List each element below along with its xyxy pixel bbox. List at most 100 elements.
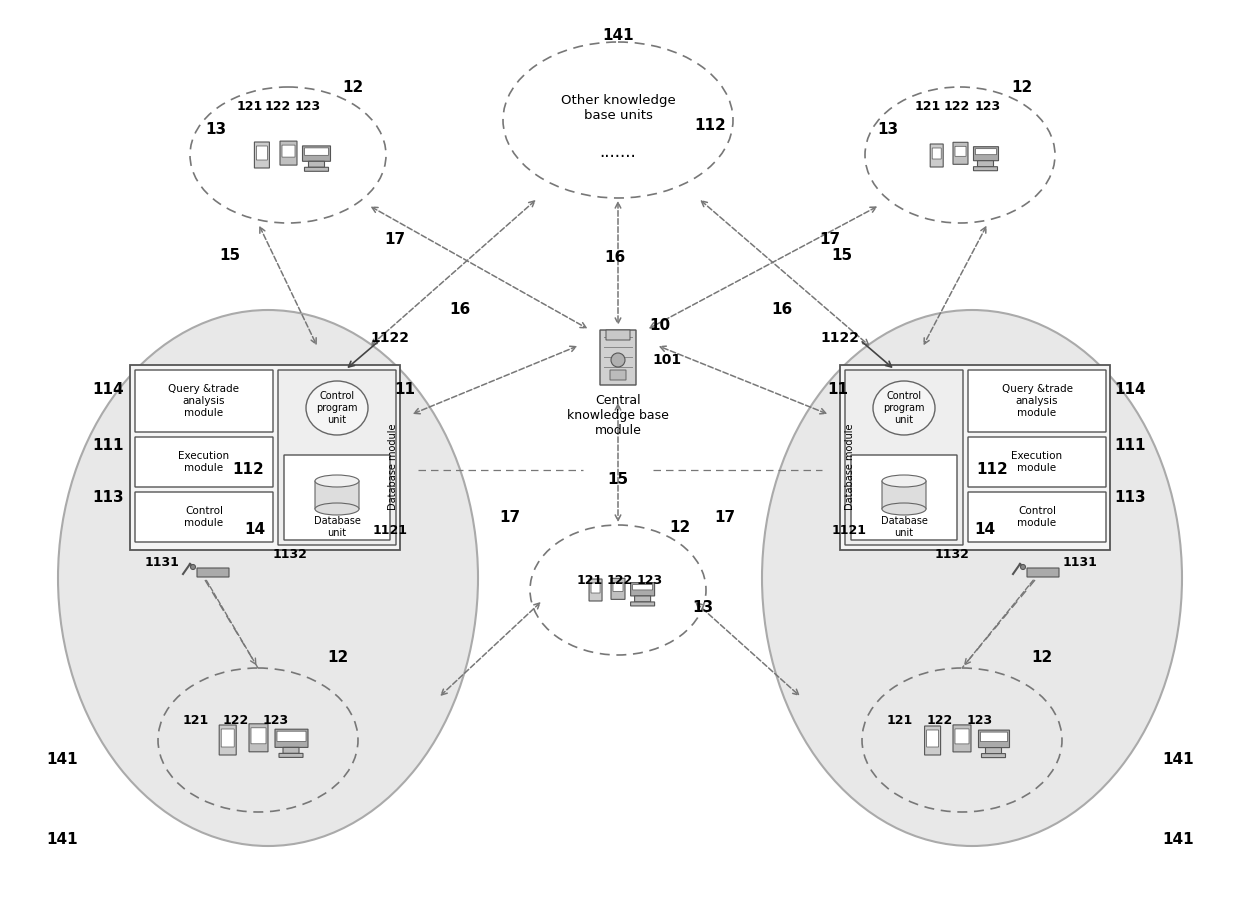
- Text: 141: 141: [46, 752, 78, 768]
- FancyBboxPatch shape: [973, 167, 997, 171]
- Text: 141: 141: [603, 27, 634, 42]
- Text: 122: 122: [944, 101, 970, 113]
- Text: 16: 16: [771, 303, 792, 318]
- Text: 1132: 1132: [935, 548, 970, 562]
- Text: 13: 13: [878, 123, 899, 137]
- Text: 1131: 1131: [1063, 555, 1097, 568]
- Text: .......: .......: [600, 143, 636, 161]
- Ellipse shape: [306, 381, 368, 435]
- Text: 113: 113: [1115, 490, 1146, 505]
- Text: Database
unit: Database unit: [314, 516, 361, 538]
- FancyBboxPatch shape: [284, 455, 391, 540]
- FancyBboxPatch shape: [135, 370, 273, 432]
- Text: Execution
module: Execution module: [179, 451, 229, 473]
- FancyBboxPatch shape: [926, 730, 939, 747]
- FancyBboxPatch shape: [130, 365, 401, 550]
- Text: 10: 10: [650, 318, 671, 332]
- Text: 121: 121: [577, 574, 603, 587]
- FancyBboxPatch shape: [197, 568, 229, 577]
- Text: 121: 121: [237, 101, 263, 113]
- FancyBboxPatch shape: [955, 146, 966, 156]
- FancyBboxPatch shape: [305, 148, 329, 156]
- Text: 114: 114: [1115, 382, 1146, 397]
- FancyBboxPatch shape: [978, 730, 1009, 748]
- Text: Execution
module: Execution module: [1012, 451, 1063, 473]
- FancyBboxPatch shape: [882, 481, 926, 509]
- FancyBboxPatch shape: [277, 731, 306, 741]
- Text: 112: 112: [976, 462, 1008, 478]
- Text: 121: 121: [915, 101, 941, 113]
- FancyBboxPatch shape: [954, 725, 971, 752]
- FancyBboxPatch shape: [968, 492, 1106, 542]
- FancyBboxPatch shape: [932, 148, 941, 159]
- FancyBboxPatch shape: [280, 141, 298, 165]
- Text: 16: 16: [449, 303, 471, 318]
- FancyBboxPatch shape: [977, 161, 993, 167]
- Text: 11: 11: [394, 382, 415, 397]
- Text: Database module: Database module: [388, 424, 398, 511]
- Text: 123: 123: [263, 714, 289, 727]
- FancyBboxPatch shape: [986, 748, 1002, 754]
- Text: 1121: 1121: [372, 523, 408, 536]
- Text: 111: 111: [1115, 437, 1146, 453]
- FancyBboxPatch shape: [257, 146, 268, 160]
- Text: 112: 112: [232, 462, 264, 478]
- Text: 13: 13: [206, 123, 227, 137]
- FancyBboxPatch shape: [844, 370, 963, 545]
- FancyBboxPatch shape: [631, 583, 655, 596]
- Ellipse shape: [763, 310, 1182, 846]
- FancyBboxPatch shape: [283, 748, 299, 753]
- FancyBboxPatch shape: [981, 732, 1007, 741]
- FancyBboxPatch shape: [249, 724, 268, 752]
- Text: Central
knowledge base
module: Central knowledge base module: [567, 393, 668, 436]
- Ellipse shape: [315, 475, 360, 487]
- FancyBboxPatch shape: [309, 161, 325, 167]
- Text: 1131: 1131: [145, 555, 180, 568]
- Ellipse shape: [191, 565, 196, 569]
- FancyBboxPatch shape: [982, 754, 1006, 758]
- FancyBboxPatch shape: [611, 578, 625, 599]
- Ellipse shape: [873, 381, 935, 435]
- Ellipse shape: [882, 475, 926, 487]
- Text: Other knowledge
base units: Other knowledge base units: [560, 94, 676, 122]
- Text: Control
program
unit: Control program unit: [883, 392, 925, 425]
- Text: 15: 15: [219, 247, 241, 263]
- Text: 12: 12: [1012, 80, 1033, 94]
- FancyBboxPatch shape: [315, 481, 360, 509]
- Text: 1132: 1132: [273, 548, 308, 562]
- FancyBboxPatch shape: [955, 729, 968, 744]
- FancyBboxPatch shape: [839, 365, 1110, 550]
- Text: 17: 17: [820, 232, 841, 247]
- FancyBboxPatch shape: [589, 579, 603, 601]
- Text: 123: 123: [637, 574, 663, 587]
- FancyBboxPatch shape: [135, 437, 273, 487]
- Text: 123: 123: [295, 101, 321, 113]
- FancyBboxPatch shape: [930, 144, 944, 167]
- Text: 101: 101: [652, 353, 682, 367]
- FancyBboxPatch shape: [278, 370, 396, 545]
- Text: 122: 122: [606, 574, 634, 587]
- FancyBboxPatch shape: [631, 602, 655, 606]
- Text: Database
unit: Database unit: [880, 516, 928, 538]
- FancyBboxPatch shape: [254, 142, 269, 168]
- FancyBboxPatch shape: [303, 145, 331, 161]
- Text: Control
module: Control module: [185, 506, 223, 528]
- Ellipse shape: [58, 310, 477, 846]
- Text: 12: 12: [327, 651, 348, 665]
- FancyBboxPatch shape: [305, 167, 329, 171]
- Text: 14: 14: [244, 522, 265, 537]
- Ellipse shape: [611, 353, 625, 367]
- FancyBboxPatch shape: [976, 149, 997, 155]
- Text: 122: 122: [265, 101, 291, 113]
- Text: 15: 15: [832, 247, 853, 263]
- Text: 13: 13: [692, 600, 713, 616]
- FancyBboxPatch shape: [600, 330, 636, 385]
- Text: Query &trade
analysis
module: Query &trade analysis module: [169, 384, 239, 417]
- Text: 1122: 1122: [821, 331, 859, 345]
- Text: 123: 123: [967, 714, 993, 727]
- Text: 16: 16: [604, 251, 626, 265]
- Text: 11: 11: [827, 382, 848, 397]
- Text: 1122: 1122: [371, 331, 409, 345]
- Text: 12: 12: [342, 80, 363, 94]
- Text: 121: 121: [887, 714, 913, 727]
